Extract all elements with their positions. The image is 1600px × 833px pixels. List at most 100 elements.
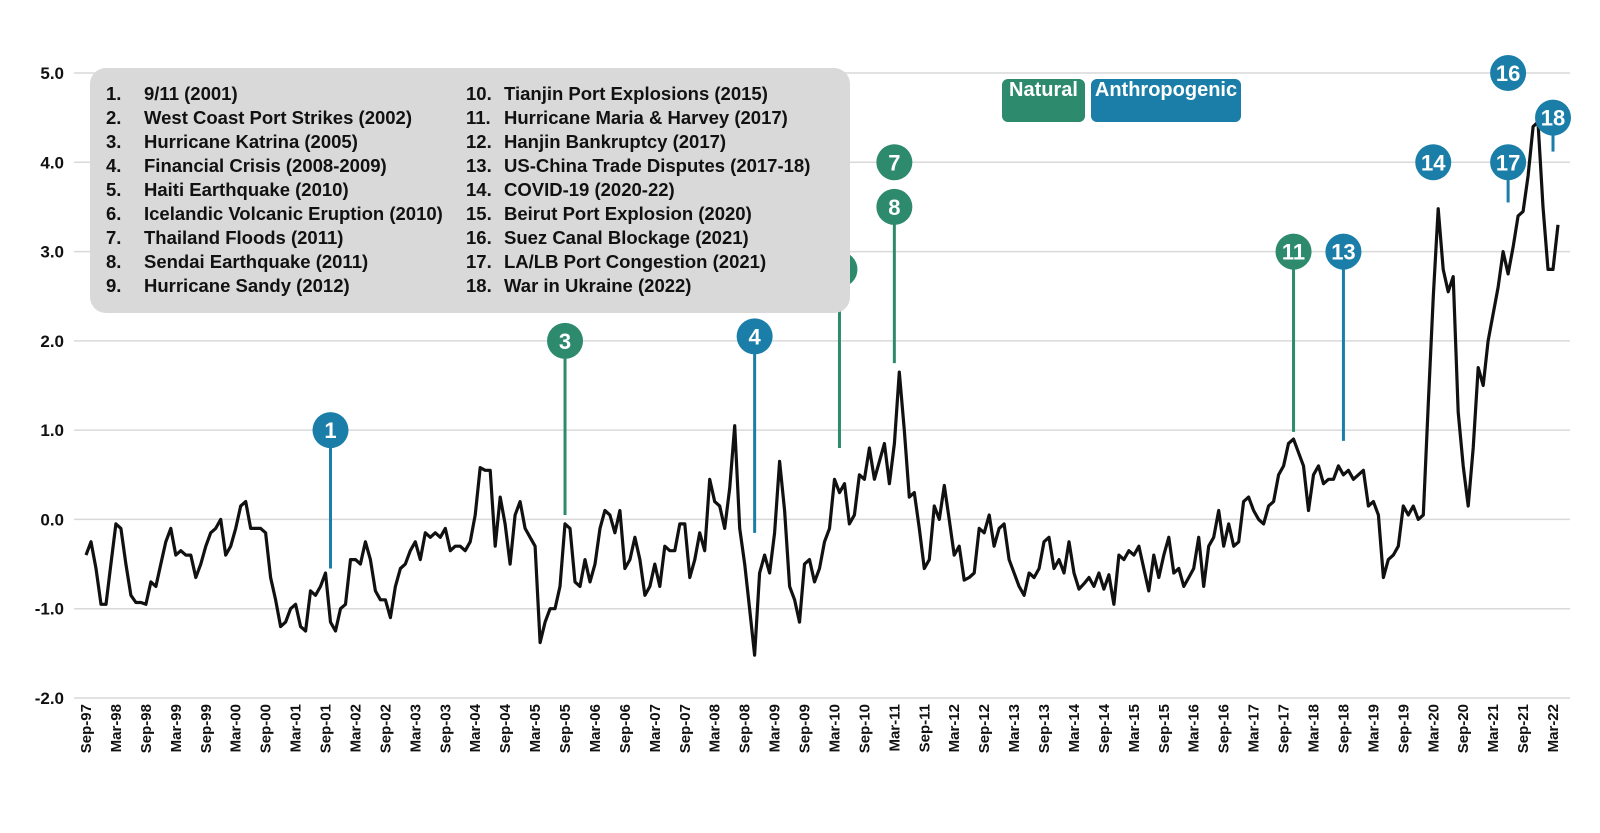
legend-item-number: 7. [106,227,122,248]
event-1-marker [312,412,349,449]
legend-item: 5. Haiti Earthquake (2010) [106,178,443,202]
legend-item-number: 17. [466,251,492,272]
x-tick-label: Sep-13 [1036,704,1053,753]
legend-item: 11. Hurricane Maria & Harvey (2017) [466,106,810,130]
event-13-marker [1325,233,1362,270]
x-tick-label: Sep-10 [856,704,873,753]
x-tick-label: Sep-04 [497,703,514,753]
x-tick-label: Mar-08 [707,704,724,752]
event-18-number: 18 [1541,106,1565,131]
x-tick-label: Sep-08 [737,704,754,753]
legend-item-label: LA/LB Port Congestion (2021) [504,251,767,272]
legend-column-2: 10. Tianjin Port Explosions (2015) 11. Hur… [466,82,810,298]
x-tick-label: Mar-09 [767,704,784,752]
x-tick-label: Sep-14 [1096,703,1113,753]
x-tick-label: Sep-06 [617,704,634,753]
x-tick-label: Mar-13 [1006,704,1023,752]
event-11-marker [1275,233,1312,270]
y-tick-label: -2.0 [35,689,64,708]
x-tick-label: Sep-12 [976,704,993,753]
y-tick-label: 4.0 [40,153,64,172]
legend-item: 4. Financial Crisis (2008-2009) [106,154,443,178]
legend-item: 9. Hurricane Sandy (2012) [106,274,443,298]
event-17-marker [1490,144,1527,181]
x-tick-label: Sep-07 [677,704,694,753]
legend-item: 7. Thailand Floods (2011) [106,226,443,250]
legend-item: 8. Sendai Earthquake (2011) [106,250,443,274]
x-tick-label: Mar-12 [946,704,963,752]
event-3-marker [547,322,584,359]
legend-item-number: 10. [466,83,492,104]
x-tick-label: Sep-03 [437,704,454,753]
x-tick-label: Sep-99 [198,704,215,753]
legend-item-label: Sendai Earthquake (2011) [144,251,369,272]
y-tick-label: -1.0 [35,600,64,619]
x-tick-label: Sep-19 [1395,704,1412,753]
event-16-number: 16 [1496,61,1520,86]
y-tick-label: 1.0 [40,421,64,440]
legend-item-label: Beirut Port Explosion (2020) [504,203,752,224]
legend-item-label: Financial Crisis (2008-2009) [144,155,387,176]
event-legend: 1. 9/11 (2001) 2. West Coast Port Strikes … [90,68,850,313]
legend-item-number: 6. [106,203,122,224]
legend-item: 6. Icelandic Volcanic Eruption (2010) [106,202,443,226]
legend-item-number: 4. [106,155,122,176]
legend-item-label: US-China Trade Disputes (2017-18) [504,155,811,176]
legend-item-label: West Coast Port Strikes (2002) [144,107,413,128]
y-tick-label: 2.0 [40,332,64,351]
legend-item: 3. Hurricane Katrina (2005) [106,130,443,154]
legend-item: 13. US-China Trade Disputes (2017-18) [466,154,810,178]
event-14-number: 14 [1421,150,1446,175]
legend-item: 18. War in Ukraine (2022) [466,274,810,298]
legend-item: 17. LA/LB Port Congestion (2021) [466,250,810,274]
legend-item-number: 15. [466,203,492,224]
y-tick-label: 5.0 [40,64,64,83]
x-tick-label: Mar-98 [108,704,125,752]
x-tick-label: Sep-11 [916,704,933,752]
category-natural-badge: Natural [1002,79,1085,122]
event-16-marker [1490,55,1527,91]
x-tick-label: Mar-14 [1066,703,1083,752]
x-tick-label: Sep-98 [138,704,155,753]
event-8-marker [876,188,913,225]
legend-item-number: 9. [106,275,122,296]
x-tick-label: Mar-21 [1485,704,1502,752]
x-tick-label: Mar-03 [407,704,424,752]
x-tick-label: Sep-00 [258,704,275,753]
x-tick-label: Mar-06 [587,704,604,752]
legend-item-number: 14. [466,179,492,200]
x-tick-label: Mar-05 [527,704,544,752]
legend-item-label: Hurricane Maria & Harvey (2017) [504,107,788,128]
legend-item-label: Hurricane Sandy (2012) [144,275,350,296]
x-tick-label: Mar-00 [228,704,245,752]
category-anthropogenic-badge: Anthropogenic [1091,79,1241,122]
legend-item-number: 3. [106,131,122,152]
legend-item-number: 11. [466,107,491,128]
legend-item: 10. Tianjin Port Explosions (2015) [466,82,810,106]
legend-item: 1. 9/11 (2001) [106,82,443,106]
event-14-marker [1415,144,1452,181]
legend-item: 2. West Coast Port Strikes (2002) [106,106,443,130]
x-tick-label: Mar-01 [288,704,305,752]
legend-item-label: Tianjin Port Explosions (2015) [504,83,768,104]
x-tick-label: Sep-15 [1156,704,1173,753]
legend-item-number: 1. [106,83,122,104]
x-tick-label: Mar-99 [168,704,185,752]
legend-item-label: 9/11 (2001) [144,83,238,104]
x-tick-label: Sep-16 [1216,704,1233,753]
event-4-marker [736,318,773,355]
x-tick-label: Mar-16 [1186,704,1203,752]
x-tick-label: Mar-19 [1365,704,1382,752]
legend-item-number: 5. [106,179,122,200]
x-tick-label: Mar-15 [1126,704,1143,752]
x-tick-label: Mar-22 [1545,704,1562,752]
legend-item-label: Suez Canal Blockage (2021) [504,227,749,248]
x-tick-label: Mar-04 [467,703,484,752]
legend-item: 15. Beirut Port Explosion (2020) [466,202,810,226]
x-tick-label: Sep-18 [1335,704,1352,753]
legend-item-label: Haiti Earthquake (2010) [144,179,349,200]
event-1-number: 1 [324,418,336,443]
event-7-number: 7 [888,150,900,175]
legend-item-number: 13. [466,155,492,176]
event-8-number: 8 [888,195,900,220]
